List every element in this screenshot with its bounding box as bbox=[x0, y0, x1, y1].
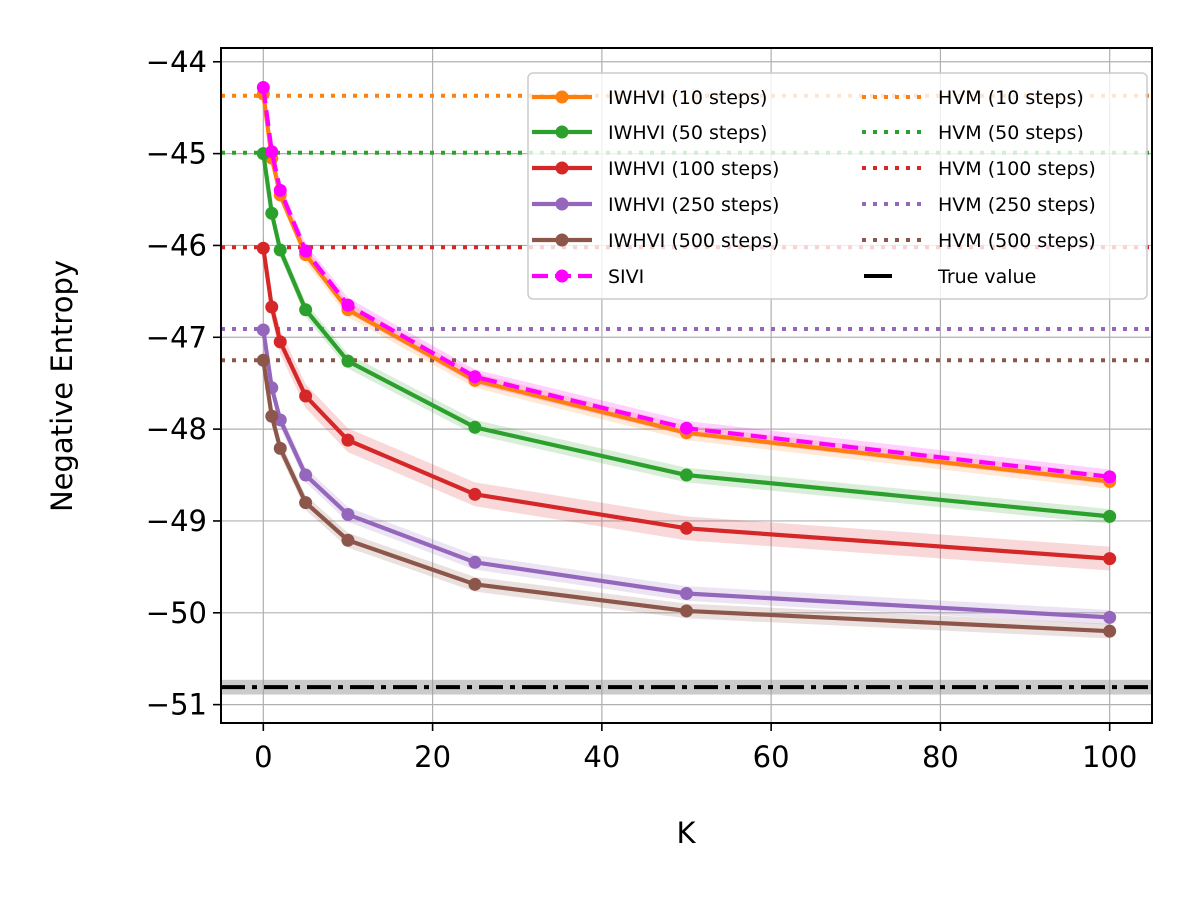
x-tick-label: 20 bbox=[414, 740, 451, 774]
data-point bbox=[1103, 470, 1117, 484]
data-point bbox=[680, 468, 693, 482]
data-point bbox=[468, 487, 482, 501]
data-point bbox=[341, 508, 355, 522]
data-point bbox=[1103, 509, 1117, 523]
data-point bbox=[468, 420, 482, 434]
data-point bbox=[1103, 624, 1117, 638]
x-tick-label: 40 bbox=[583, 740, 620, 774]
legend-marker bbox=[555, 125, 569, 139]
data-point bbox=[265, 409, 279, 423]
y-tick-label: −48 bbox=[146, 412, 207, 446]
data-point bbox=[299, 244, 313, 258]
data-point bbox=[341, 354, 355, 368]
data-point bbox=[299, 389, 313, 403]
data-point bbox=[273, 441, 287, 455]
x-tick-label: 80 bbox=[922, 740, 959, 774]
y-tick-label: −49 bbox=[146, 504, 207, 538]
legend-label: IWHVI (100 steps) bbox=[608, 158, 779, 180]
axis-ticks: 0 20 40 60 80 100 −51 −50 −49 −48 −47 −46 −45 −44 bbox=[146, 45, 1138, 774]
legend-marker bbox=[555, 90, 569, 104]
legend-marker bbox=[555, 161, 569, 175]
reference-lines bbox=[221, 93, 1152, 695]
y-tick-label: −44 bbox=[146, 45, 207, 79]
legend-box bbox=[527, 72, 1148, 300]
legend-label: SIVI bbox=[608, 266, 644, 288]
data-point bbox=[256, 80, 270, 94]
data-point bbox=[341, 298, 355, 312]
legend-marker bbox=[555, 269, 569, 283]
data-point bbox=[273, 183, 287, 197]
legend-label: IWHVI (500 steps) bbox=[608, 230, 779, 252]
data-point bbox=[1103, 552, 1117, 566]
legend-label: HVM (50 steps) bbox=[938, 122, 1084, 144]
data-point bbox=[273, 335, 287, 349]
legend-marker bbox=[555, 197, 569, 211]
series-line bbox=[261, 87, 1110, 479]
y-tick-label: −47 bbox=[146, 320, 207, 354]
y-axis-label: Negative Entropy bbox=[45, 260, 79, 512]
data-point bbox=[256, 241, 270, 255]
data-point bbox=[680, 521, 693, 535]
data-point bbox=[265, 206, 279, 220]
plot-frame bbox=[220, 47, 1153, 724]
legend-label: IWHVI (10 steps) bbox=[608, 87, 767, 109]
data-point bbox=[273, 243, 287, 257]
data-point bbox=[265, 145, 279, 159]
y-tick-label: −50 bbox=[146, 596, 207, 630]
data-point bbox=[680, 604, 693, 618]
confidence-band bbox=[263, 236, 1110, 571]
data-point bbox=[680, 587, 693, 601]
data-point bbox=[299, 303, 313, 317]
y-tick-label: −45 bbox=[146, 137, 207, 171]
legend-label: True value bbox=[937, 266, 1036, 288]
data-point bbox=[265, 300, 279, 314]
data-point bbox=[341, 433, 355, 447]
y-tick-label: −46 bbox=[146, 228, 207, 262]
series-lines bbox=[256, 80, 1117, 638]
data-point bbox=[468, 555, 482, 569]
x-tick-label: 60 bbox=[753, 740, 790, 774]
y-tick-label: −51 bbox=[146, 688, 207, 722]
data-point bbox=[299, 496, 313, 510]
data-point bbox=[468, 370, 482, 384]
x-axis-label: K bbox=[676, 816, 696, 850]
data-point bbox=[256, 323, 270, 337]
legend-marker bbox=[555, 233, 569, 247]
legend-label: HVM (10 steps) bbox=[938, 87, 1084, 109]
x-tick-label: 100 bbox=[1082, 740, 1137, 774]
legend-label: IWHVI (50 steps) bbox=[608, 122, 767, 144]
legend-label: HVM (100 steps) bbox=[938, 158, 1096, 180]
data-point bbox=[341, 533, 355, 547]
data-point bbox=[299, 468, 313, 482]
legend-label: IWHVI (250 steps) bbox=[608, 194, 779, 216]
data-point bbox=[468, 577, 482, 591]
legend-label: HVM (250 steps) bbox=[938, 194, 1096, 216]
legend-label: HVM (500 steps) bbox=[938, 230, 1096, 252]
x-tick-label: 0 bbox=[254, 740, 272, 774]
legend: IWHVI (10 steps) IWHVI (50 steps) IWHVI (1… bbox=[527, 72, 1148, 300]
data-point bbox=[680, 421, 693, 435]
data-point bbox=[1103, 610, 1117, 624]
data-point bbox=[256, 353, 270, 367]
